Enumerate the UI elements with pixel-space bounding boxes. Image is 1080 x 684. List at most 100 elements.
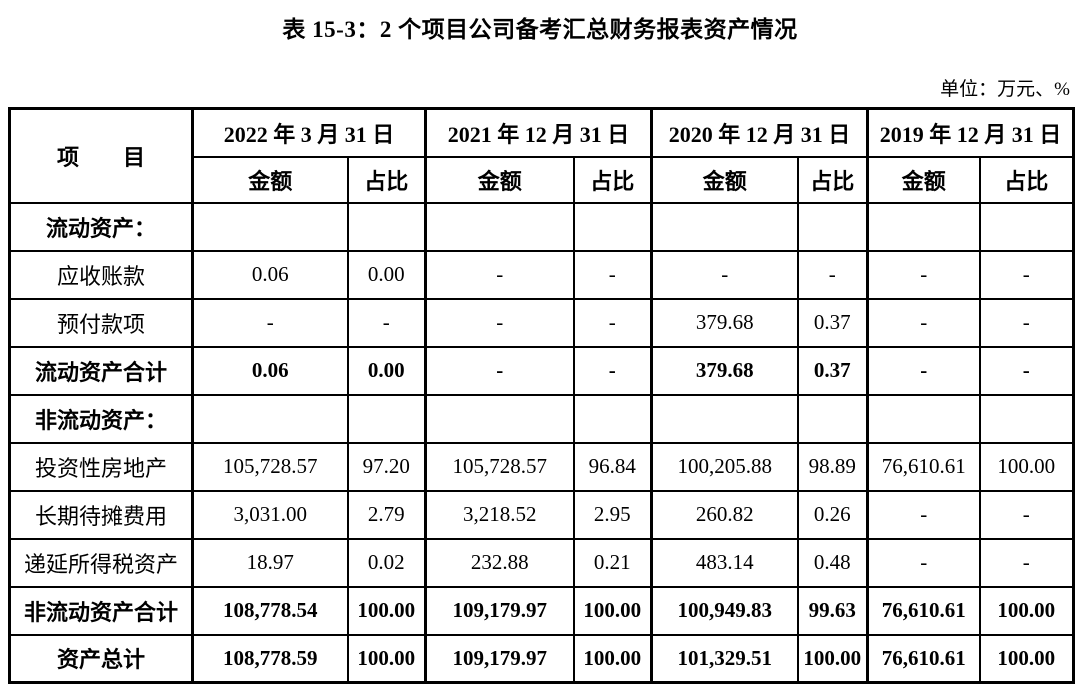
page-title: 表 15-3：2 个项目公司备考汇总财务报表资产情况 bbox=[282, 17, 798, 42]
ratio-header: 占比 bbox=[796, 155, 869, 204]
amount-cell: 76,610.61 bbox=[866, 585, 981, 636]
ratio-cell: 0.37 bbox=[796, 297, 869, 348]
table-row: 预付款项 - - - -379.68 0.37- - bbox=[8, 297, 1075, 348]
ratio-header: 占比 bbox=[572, 155, 653, 204]
row-label: 流动资产： bbox=[8, 201, 194, 252]
amount-cell: 379.68 bbox=[650, 297, 799, 348]
amount-cell: - bbox=[866, 537, 981, 588]
amount-cell bbox=[424, 201, 575, 252]
ratio-cell: - bbox=[978, 537, 1075, 588]
amount-cell: 105,728.57 bbox=[424, 441, 575, 492]
ratio-cell bbox=[978, 201, 1075, 252]
table-row: 资产总计 108,778.59 100.00 109,179.97 100.00 101,… bbox=[8, 633, 1075, 684]
item-column-header: 项 目 bbox=[8, 107, 194, 204]
amount-cell: 0.06 bbox=[191, 249, 349, 300]
ratio-cell: - bbox=[978, 297, 1075, 348]
amount-cell: 3,218.52 bbox=[424, 489, 575, 540]
ratio-cell: - bbox=[978, 489, 1075, 540]
date-header-2019-12-31: 2019 年 12 月 31 日 bbox=[866, 107, 1075, 158]
ratio-header: 占比 bbox=[346, 155, 427, 204]
ratio-cell: 0.00 bbox=[346, 345, 427, 396]
date-header-2020-12-31: 2020 年 12 月 31 日 bbox=[650, 107, 869, 158]
section-row: 流动资产： bbox=[8, 201, 1075, 252]
amount-cell bbox=[424, 393, 575, 444]
unit-label: 单位：万元、% bbox=[940, 79, 1070, 100]
date-header-2021-12-31: 2021 年 12 月 31 日 bbox=[424, 107, 653, 158]
row-label: 预付款项 bbox=[8, 297, 194, 348]
ratio-cell: - bbox=[796, 249, 869, 300]
amount-header: 金额 bbox=[191, 155, 349, 204]
ratio-cell: 98.89 bbox=[796, 441, 869, 492]
ratio-cell: - bbox=[572, 297, 653, 348]
ratio-cell: 0.21 bbox=[572, 537, 653, 588]
amount-cell bbox=[650, 393, 799, 444]
table-header: 项 目 2022 年 3 月 31 日 2021 年 12 月 31 日 202… bbox=[8, 107, 1075, 204]
amount-cell: 109,179.97 bbox=[424, 633, 575, 684]
row-label: 长期待摊费用 bbox=[8, 489, 194, 540]
ratio-cell bbox=[346, 201, 427, 252]
ratio-cell bbox=[572, 201, 653, 252]
table-row: 长期待摊费用 3,031.00 2.79 3,218.52 2.95 260.82 0.26… bbox=[8, 489, 1075, 540]
table-row: 递延所得税资产 18.97 0.02 232.88 0.21 483.14 0.48- - bbox=[8, 537, 1075, 588]
amount-cell: - bbox=[424, 249, 575, 300]
ratio-cell: 100.00 bbox=[572, 585, 653, 636]
ratio-cell: 100.00 bbox=[978, 633, 1075, 684]
ratio-cell: 99.63 bbox=[796, 585, 869, 636]
ratio-cell: 100.00 bbox=[572, 633, 653, 684]
ratio-cell: 100.00 bbox=[346, 585, 427, 636]
ratio-cell: 97.20 bbox=[346, 441, 427, 492]
section-row: 非流动资产： bbox=[8, 393, 1075, 444]
amount-cell: 76,610.61 bbox=[866, 633, 981, 684]
amount-header: 金额 bbox=[424, 155, 575, 204]
ratio-cell: 0.37 bbox=[796, 345, 869, 396]
amount-header: 金额 bbox=[866, 155, 981, 204]
amount-cell: 108,778.59 bbox=[191, 633, 349, 684]
assets-summary-table: 项 目 2022 年 3 月 31 日 2021 年 12 月 31 日 202… bbox=[8, 107, 1076, 684]
row-label: 资产总计 bbox=[8, 633, 194, 684]
ratio-cell: - bbox=[346, 297, 427, 348]
amount-cell: - bbox=[424, 345, 575, 396]
row-label: 非流动资产： bbox=[8, 393, 194, 444]
amount-cell: - bbox=[191, 297, 349, 348]
amount-cell: 101,329.51 bbox=[650, 633, 799, 684]
header-sub-row: 金额 占比 金额 占比 金额 占比 金额 占比 bbox=[10, 155, 1075, 204]
row-label: 非流动资产合计 bbox=[8, 585, 194, 636]
amount-cell: 109,179.97 bbox=[424, 585, 575, 636]
table-row: 投资性房地产 105,728.57 97.20 105,728.57 96.84 100,… bbox=[8, 441, 1075, 492]
amount-cell: 100,949.83 bbox=[650, 585, 799, 636]
amount-cell: - bbox=[424, 297, 575, 348]
amount-cell: 105,728.57 bbox=[191, 441, 349, 492]
amount-cell bbox=[191, 201, 349, 252]
row-label: 应收账款 bbox=[8, 249, 194, 300]
ratio-cell: 100.00 bbox=[978, 441, 1075, 492]
amount-cell: 18.97 bbox=[191, 537, 349, 588]
ratio-cell bbox=[346, 393, 427, 444]
amount-cell: - bbox=[650, 249, 799, 300]
amount-cell: 3,031.00 bbox=[191, 489, 349, 540]
ratio-cell: 100.00 bbox=[978, 585, 1075, 636]
amount-cell: 483.14 bbox=[650, 537, 799, 588]
row-label: 流动资产合计 bbox=[8, 345, 194, 396]
amount-cell bbox=[866, 393, 981, 444]
date-header-2022-03-31: 2022 年 3 月 31 日 bbox=[190, 107, 427, 158]
amount-cell: 108,778.54 bbox=[191, 585, 349, 636]
table-body: 流动资产： 应收账款 0.06 0.00- - - - - - 预付款项 - - - -379.68 0.3… bbox=[8, 201, 1075, 684]
header-date-row: 项 目 2022 年 3 月 31 日 2021 年 12 月 31 日 202… bbox=[8, 107, 1075, 204]
table-row: 应收账款 0.06 0.00- - - - - - bbox=[8, 249, 1075, 300]
amount-cell: - bbox=[866, 489, 981, 540]
amount-cell: - bbox=[866, 249, 981, 300]
ratio-cell: 0.02 bbox=[346, 537, 427, 588]
ratio-cell: 0.00 bbox=[346, 249, 427, 300]
amount-cell: 232.88 bbox=[424, 537, 575, 588]
ratio-cell: 100.00 bbox=[796, 633, 869, 684]
amount-cell: 379.68 bbox=[650, 345, 799, 396]
ratio-cell: 96.84 bbox=[572, 441, 653, 492]
row-label: 递延所得税资产 bbox=[8, 537, 194, 588]
table-row: 非流动资产合计 108,778.54 100.00 109,179.97 100.00 1… bbox=[8, 585, 1075, 636]
ratio-cell: - bbox=[978, 249, 1075, 300]
amount-cell: 260.82 bbox=[650, 489, 799, 540]
ratio-cell bbox=[796, 201, 869, 252]
amount-header: 金额 bbox=[650, 155, 799, 204]
amount-cell bbox=[866, 201, 981, 252]
ratio-header: 占比 bbox=[978, 155, 1075, 204]
